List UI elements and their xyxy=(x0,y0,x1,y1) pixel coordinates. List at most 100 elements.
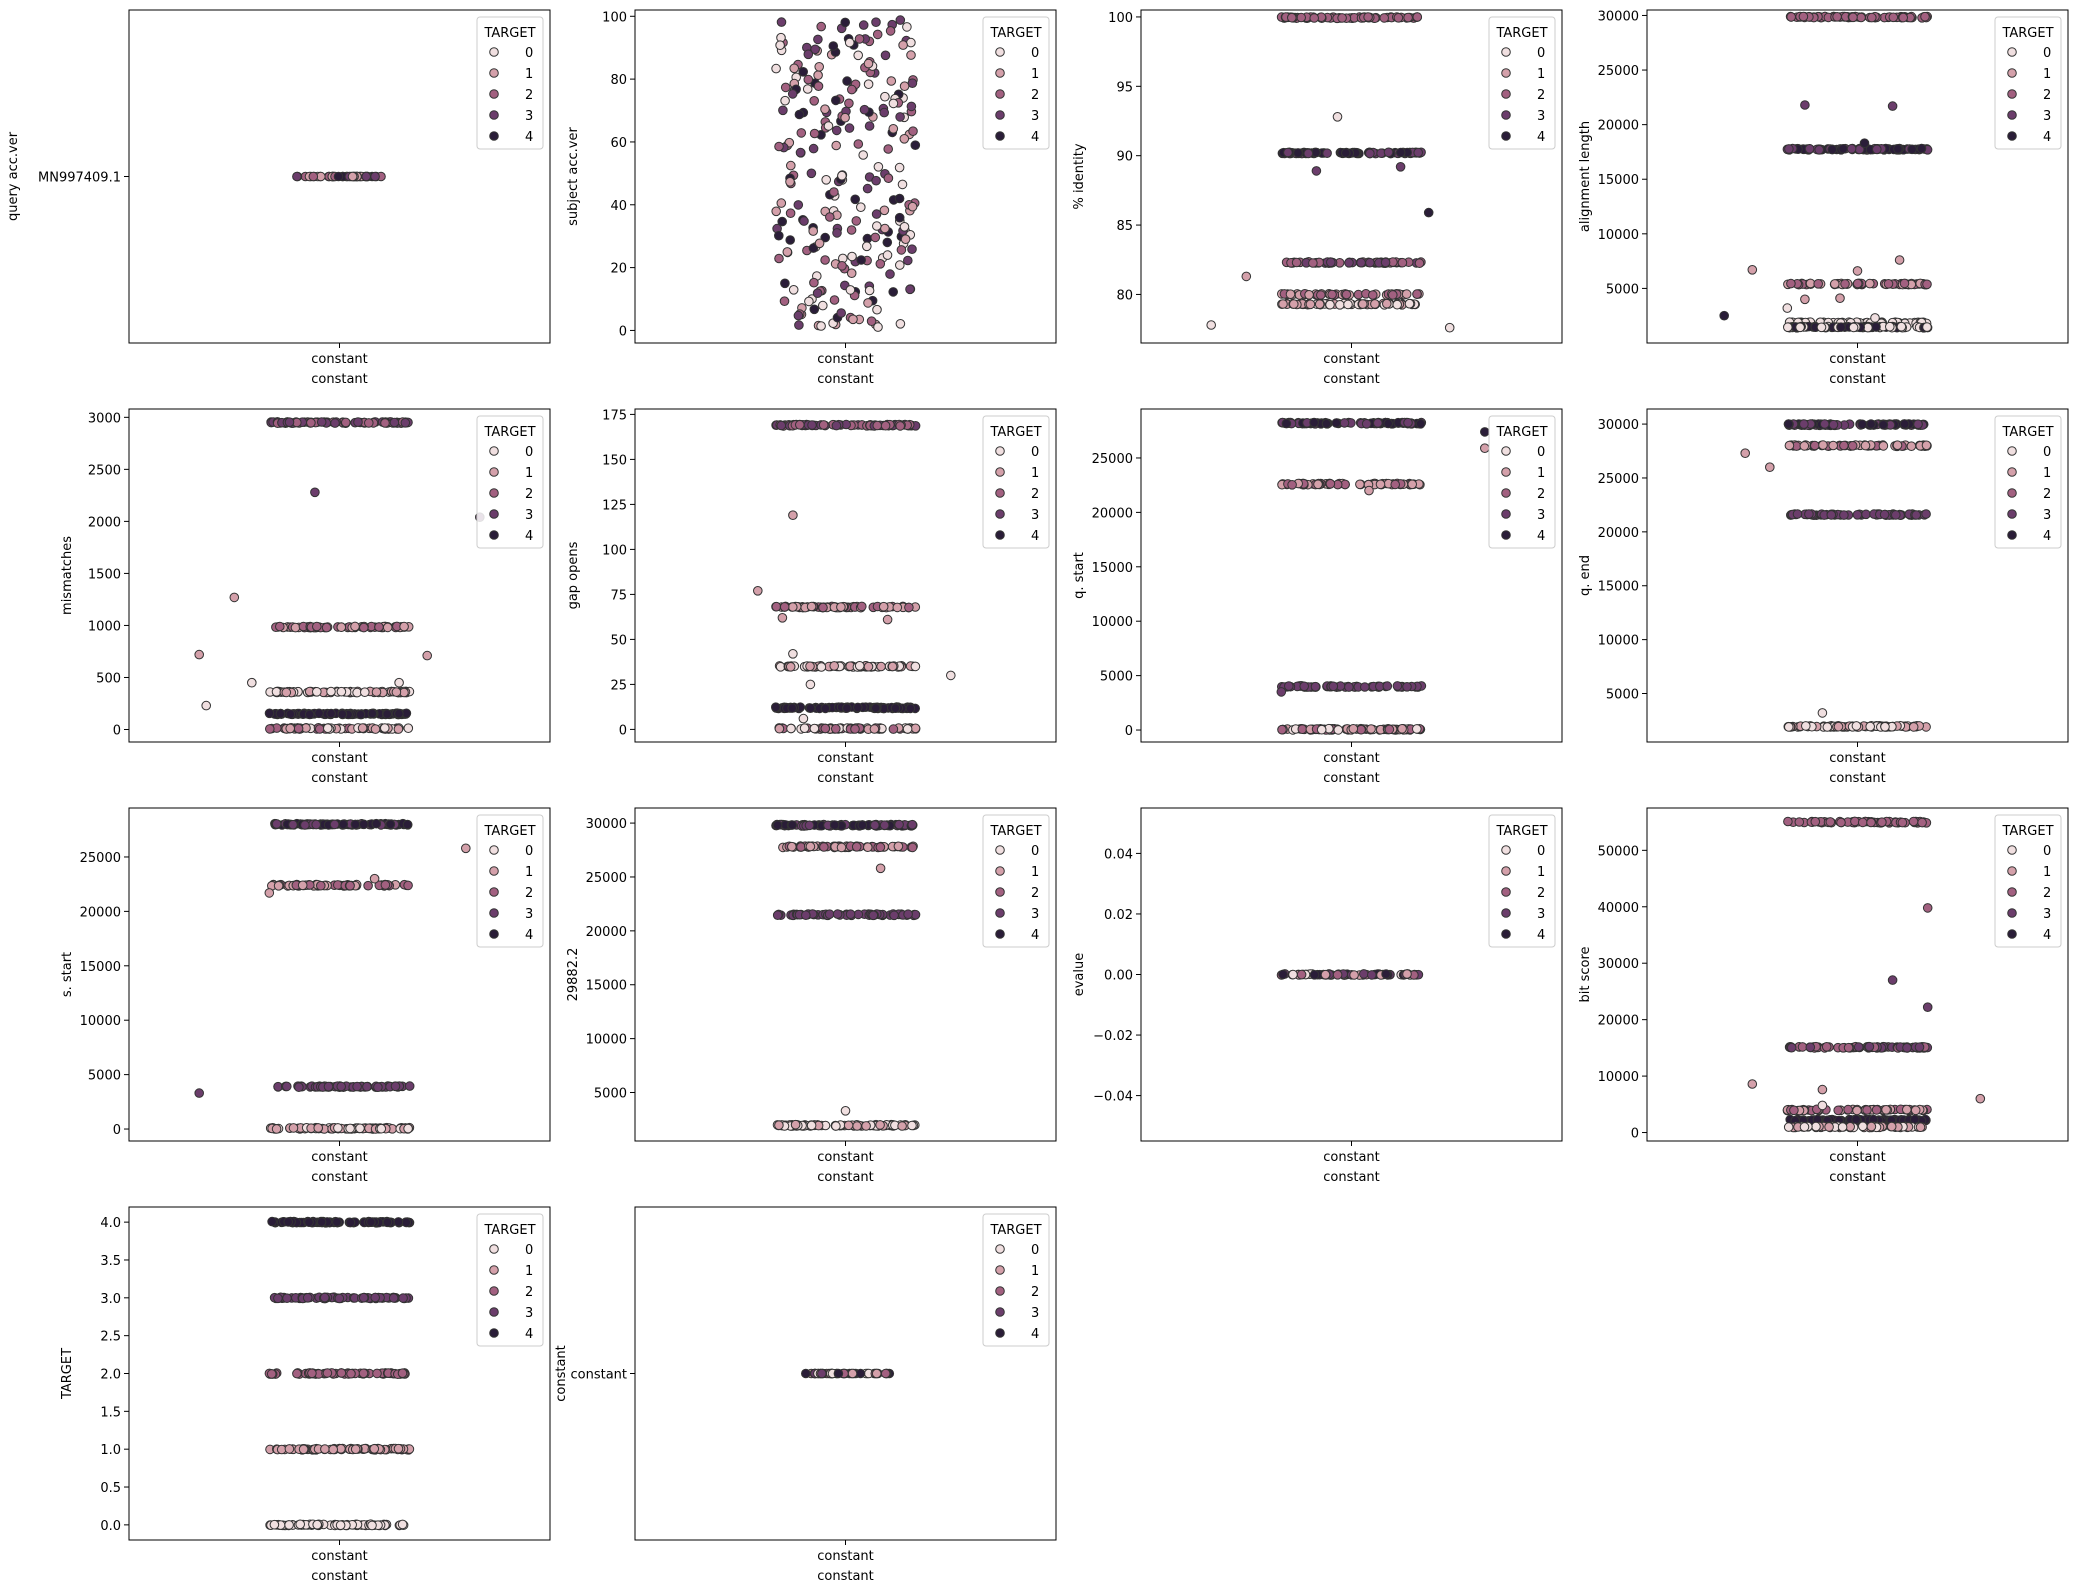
y-tick-label: 25000 xyxy=(586,871,627,886)
subplot-p3: 80 85 90 95 100 constant constant % identity TAR… xyxy=(1072,9,1563,387)
y-ticks: 80 85 90 95 100 xyxy=(1108,11,1141,303)
data-point xyxy=(1783,1122,1794,1132)
legend-marker xyxy=(489,68,499,78)
data-point xyxy=(1898,12,1908,23)
y-tick-label: −0.02 xyxy=(1093,1029,1133,1044)
y-tick-label: 3.5 xyxy=(100,1254,121,1269)
data-point xyxy=(1822,722,1833,732)
data-point xyxy=(903,255,913,266)
data-point xyxy=(345,1123,355,1134)
data-point xyxy=(345,1217,356,1228)
y-tick-label: 50 xyxy=(610,633,627,648)
data-point xyxy=(1843,1104,1853,1115)
y-tick-label: 2500 xyxy=(88,463,121,478)
data-point xyxy=(772,820,783,831)
data-point xyxy=(879,107,890,118)
legend-marker xyxy=(489,908,499,918)
legend-marker xyxy=(489,488,499,498)
data-point xyxy=(1915,1122,1926,1132)
x-axis-label: constant xyxy=(311,1170,368,1185)
y-tick-label: 0.04 xyxy=(1104,847,1133,862)
legend-title: TARGET xyxy=(2001,425,2053,440)
data-point xyxy=(1836,322,1846,333)
data-point xyxy=(840,17,851,28)
data-point xyxy=(422,650,433,661)
legend-entry: 1 xyxy=(1031,865,1039,880)
y-tick-label: 0 xyxy=(619,324,627,339)
data-point xyxy=(864,121,875,131)
data-point xyxy=(862,241,872,252)
data-point xyxy=(831,140,842,151)
legend-marker xyxy=(995,110,1005,120)
legend-marker xyxy=(995,509,1005,519)
x-tick-label: constant xyxy=(311,1150,368,1165)
data-point xyxy=(1839,440,1849,451)
data-point xyxy=(1906,441,1917,452)
legend: TARGET 0 1 2 3 4 xyxy=(1488,16,1556,150)
y-tick-label: 10000 xyxy=(1598,1070,1639,1085)
data-point xyxy=(393,724,404,734)
data-point xyxy=(288,819,298,830)
data-point xyxy=(264,708,275,719)
data-point xyxy=(385,819,396,830)
legend-entry: 1 xyxy=(2043,466,2051,481)
legend-entry: 2 xyxy=(2043,886,2051,901)
data-point xyxy=(1784,722,1794,732)
data-point xyxy=(394,708,404,719)
data-point xyxy=(894,212,905,223)
data-point xyxy=(366,1217,376,1227)
x-axis-label: constant xyxy=(817,771,874,786)
data-point xyxy=(1747,265,1758,275)
data-point xyxy=(888,287,899,297)
y-tick-label: 2000 xyxy=(88,515,121,530)
data-point xyxy=(774,141,784,152)
y-tick-label: 95 xyxy=(1116,80,1133,95)
data-point xyxy=(885,26,896,36)
data-point xyxy=(831,125,842,136)
data-point xyxy=(818,420,829,430)
data-point xyxy=(831,724,841,734)
data-point xyxy=(771,63,781,74)
y-ticks: 0 25 50 75 100 125 150 175 xyxy=(602,408,635,738)
x-tick-label: constant xyxy=(311,352,368,367)
data-point xyxy=(300,820,310,830)
data-point xyxy=(1278,299,1288,309)
legend-entry: 4 xyxy=(525,1327,533,1342)
data-point xyxy=(880,223,890,234)
legend-title: TARGET xyxy=(989,1223,1041,1238)
points xyxy=(1206,12,1455,333)
x-axis-label: constant xyxy=(1323,771,1380,786)
data-point xyxy=(829,295,840,305)
data-point xyxy=(1832,11,1842,22)
y-axis-label: % identity xyxy=(1072,143,1087,209)
legend-entry: 2 xyxy=(1031,886,1039,901)
data-point xyxy=(328,1444,339,1455)
y-tick-label: MN997409.1 xyxy=(38,171,121,186)
legend-entry: 2 xyxy=(1537,886,1545,901)
data-point xyxy=(382,622,393,633)
data-point xyxy=(775,40,785,51)
data-point xyxy=(780,278,790,289)
data-point xyxy=(1862,1105,1872,1115)
data-point xyxy=(1878,420,1889,430)
data-point xyxy=(883,173,894,183)
legend-entry: 1 xyxy=(525,67,533,82)
data-point xyxy=(1379,13,1389,23)
data-point xyxy=(844,123,855,133)
data-point xyxy=(1916,143,1927,154)
data-point xyxy=(820,255,830,265)
legend-marker xyxy=(1501,866,1511,876)
data-point xyxy=(793,200,804,210)
y-tick-label: 20 xyxy=(610,262,627,277)
data-point xyxy=(1816,322,1827,333)
data-point xyxy=(1846,144,1857,154)
data-point xyxy=(336,622,347,633)
legend-entry: 0 xyxy=(2043,844,2051,859)
data-point xyxy=(787,89,798,99)
data-point xyxy=(360,687,370,698)
data-point xyxy=(1833,1105,1843,1116)
y-ticks: 0 5000 10000 15000 20000 25000 xyxy=(1092,452,1141,739)
data-point xyxy=(814,238,825,249)
data-point xyxy=(1402,969,1412,979)
data-point xyxy=(907,819,918,830)
